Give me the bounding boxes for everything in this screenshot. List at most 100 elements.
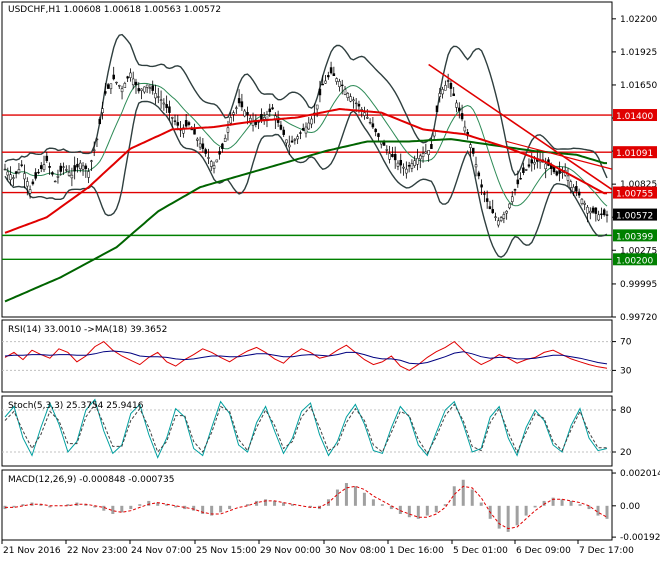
level-label: 1.00200 [616, 256, 653, 266]
candle-body [377, 133, 380, 137]
candle-body [402, 166, 405, 169]
candle-body [580, 198, 584, 204]
candle-body [268, 108, 272, 113]
candle-body [109, 83, 113, 90]
candle-body [235, 107, 238, 109]
candle-body [285, 139, 288, 144]
candle-body [349, 96, 352, 102]
candle-body [249, 117, 252, 122]
moving-average-ma-long [4, 138, 607, 303]
candle-body [26, 181, 29, 187]
candle-body [84, 165, 88, 169]
candle-body [45, 155, 49, 161]
candle-body [204, 149, 207, 154]
candle-body [416, 158, 419, 165]
candle-body [533, 162, 536, 165]
candle-body [321, 83, 324, 86]
candle-body [81, 165, 85, 170]
candle-body [566, 175, 570, 181]
candle-body [23, 173, 26, 180]
candle-body [209, 161, 213, 167]
candle-body [101, 108, 104, 114]
level-label-box [613, 146, 657, 159]
candle-body [112, 74, 115, 80]
candle-body [59, 165, 62, 172]
macd-tick-label: 0.00 [620, 502, 640, 512]
candle-body [586, 206, 589, 214]
candle-body [157, 96, 160, 98]
candle-body [53, 180, 57, 183]
candle-body [366, 117, 369, 119]
candle-body [131, 78, 135, 86]
candle-body [196, 138, 199, 141]
macd-tick-label: 0.002014 [620, 469, 660, 479]
panel-frame-rsi [1, 319, 613, 393]
candle-body [371, 123, 375, 128]
candle-body [9, 174, 12, 181]
candle-body [589, 210, 592, 214]
rsi-tick-label: 30 [620, 366, 632, 376]
candle-body [597, 214, 600, 221]
level-label: 1.00755 [616, 190, 653, 200]
candle-body [569, 181, 573, 188]
candle-body [591, 207, 595, 213]
candle-body [115, 81, 118, 84]
rsi-title: RSI(14) 33.0010 ->MA(18) 39.3652 [8, 325, 167, 335]
candle-body [237, 98, 241, 104]
candle-body [76, 163, 79, 168]
price-title: USDCHF,H1 1.00608 1.00618 1.00563 1.0057… [8, 5, 221, 15]
candle-body [129, 72, 132, 78]
candle-body [410, 163, 414, 169]
level-label-box [613, 253, 657, 266]
candle-body [527, 164, 531, 167]
candle-body [42, 164, 46, 171]
candle-body [51, 172, 54, 175]
x-tick-label: 24 Nov 07:00 [131, 546, 192, 556]
candle-body [293, 139, 297, 141]
candle-body [513, 189, 517, 191]
candle-body [368, 121, 372, 124]
candle-body [229, 117, 232, 124]
candle-body [218, 151, 221, 155]
candle-body [335, 78, 338, 82]
candle-body [385, 149, 389, 151]
candle-body [162, 102, 166, 105]
candle-body [282, 129, 285, 135]
candle-body [338, 81, 341, 87]
stoch-title: Stoch(5,3,3) 25.3754 25.9416 [8, 401, 144, 411]
price-tick-label: 0.99995 [620, 280, 657, 290]
candle-body [73, 165, 76, 172]
candle-body [170, 117, 174, 119]
rsi-tick-label: 70 [620, 338, 632, 348]
candle-body [480, 184, 483, 188]
candle-body [363, 112, 366, 116]
candle-body [20, 164, 23, 166]
candle-body [145, 84, 149, 88]
candle-body [594, 207, 598, 214]
candle-body [522, 167, 525, 173]
candle-body [215, 159, 219, 163]
price-tick-label: 1.02200 [620, 15, 657, 25]
rsi-series-rsi [4, 340, 608, 371]
candle-body [354, 102, 358, 105]
rsi-series-ma [4, 350, 608, 365]
price-tick-label: 1.00275 [620, 246, 657, 256]
candle-body [393, 154, 397, 161]
candle-body [452, 93, 455, 97]
candle-body [502, 214, 506, 219]
panel-frame-price [1, 1, 613, 318]
candle-body [176, 122, 180, 126]
candle-body [123, 83, 127, 88]
candle-body [79, 162, 82, 170]
candle-body [221, 143, 224, 149]
candle-body [296, 136, 299, 140]
candle-body [212, 165, 216, 169]
candle-body [148, 87, 152, 89]
candle-body [474, 164, 478, 168]
candle-body [494, 216, 497, 218]
candle-body [92, 149, 96, 151]
candle-body [600, 213, 603, 216]
candle-body [90, 160, 93, 162]
candle-body [14, 171, 18, 174]
